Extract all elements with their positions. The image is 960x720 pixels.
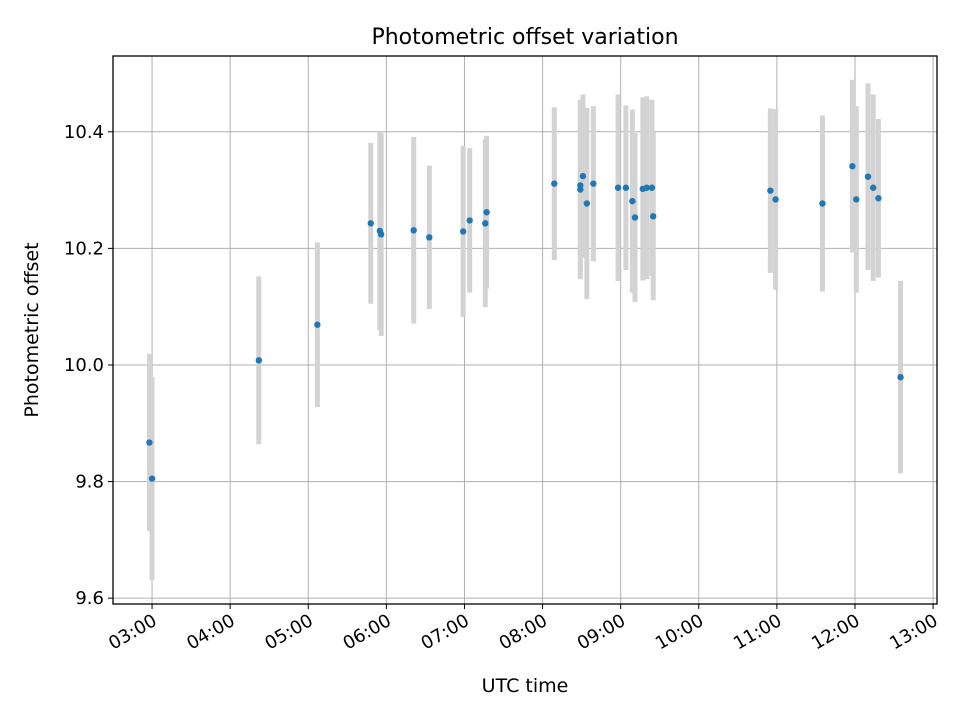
data-point [629, 197, 636, 205]
data-point [849, 162, 856, 170]
grid [113, 56, 937, 604]
data-point [631, 214, 639, 221]
data-point [146, 439, 153, 446]
y-tick-label: 10.0 [64, 355, 104, 376]
data-point [483, 209, 490, 216]
data-point [255, 357, 262, 364]
x-tick-label: 05:00 [261, 610, 316, 654]
data-point [650, 213, 657, 220]
data-point [314, 321, 321, 328]
data-point [864, 173, 872, 180]
data-point [577, 186, 584, 193]
x-tick-label: 11:00 [730, 610, 785, 654]
y-tick-label: 10.4 [64, 122, 104, 143]
x-tick-label: 07:00 [418, 610, 473, 654]
data-point [870, 184, 877, 191]
y-axis-label: Photometric offset [21, 242, 43, 417]
data-point [614, 184, 622, 191]
data-point [590, 180, 597, 187]
data-point [643, 184, 650, 191]
ticks: 03:00 04:00 05:00 06:00 07:00 08:00 09:00 10:00… [64, 122, 942, 654]
x-tick-label: 10:00 [652, 610, 707, 654]
data-points [146, 162, 904, 482]
y-tick-label: 9.8 [75, 472, 104, 493]
data-point [819, 200, 826, 207]
x-tick-label: 06:00 [339, 610, 394, 654]
data-point [853, 196, 860, 203]
data-point [648, 184, 656, 191]
data-point [772, 196, 779, 203]
data-point [482, 220, 489, 227]
data-point [583, 200, 591, 207]
y-tick-label: 10.2 [64, 238, 104, 259]
data-point [622, 184, 630, 191]
data-point [459, 228, 467, 235]
data-point [377, 231, 385, 238]
x-tick-label: 09:00 [574, 610, 629, 654]
x-tick-label: 03:00 [105, 610, 160, 654]
data-point [579, 172, 587, 180]
x-tick-label: 08:00 [496, 610, 551, 654]
data-point [367, 220, 374, 227]
data-point [875, 195, 882, 202]
data-point [466, 217, 473, 224]
x-axis-label: UTC time [482, 675, 569, 697]
x-tick-label: 04:00 [183, 610, 238, 654]
x-tick-label: 13:00 [886, 610, 941, 654]
errorbars [146, 79, 904, 581]
chart-title: Photometric offset variation [371, 25, 678, 50]
data-point [897, 374, 904, 381]
data-point [410, 227, 417, 234]
data-point [551, 180, 558, 187]
y-tick-label: 9.6 [75, 588, 104, 609]
data-point [767, 187, 774, 194]
plot-frame [112, 55, 938, 605]
data-point [426, 234, 433, 241]
data-point [148, 475, 156, 482]
x-tick-label: 12:00 [808, 610, 863, 654]
